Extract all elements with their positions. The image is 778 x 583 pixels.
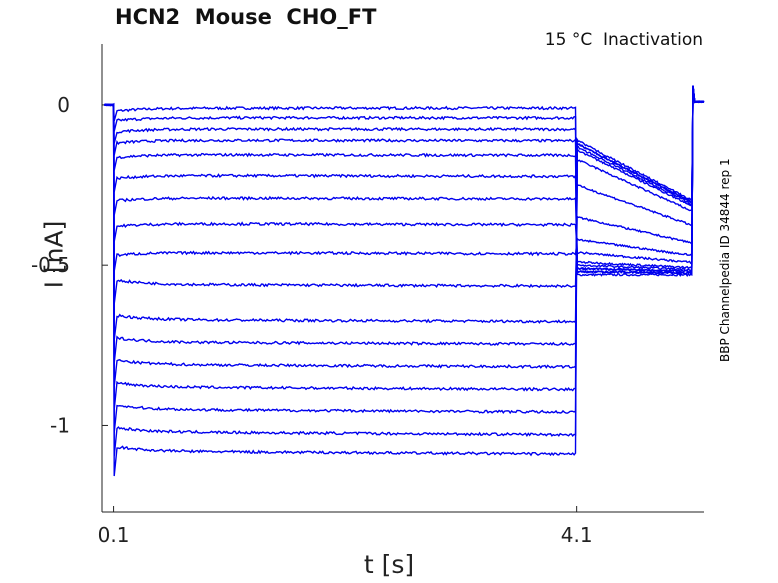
traces	[103, 85, 705, 477]
axes: 0 -0.5 -1 0.1 4.1	[31, 44, 704, 547]
current-trace-10	[104, 85, 705, 305]
x-tick-label: 4.1	[561, 523, 593, 547]
chart-subtitle: 15 °C Inactivation	[544, 30, 703, 50]
current-trace-16	[104, 85, 705, 457]
current-trace-6	[103, 85, 705, 272]
chart-title: HCN2 Mouse CHO_FT	[115, 5, 377, 29]
current-trace-8	[103, 85, 705, 265]
current-trace-12	[104, 85, 705, 364]
current-trace-9	[103, 85, 705, 272]
x-axis-label: t [s]	[363, 550, 415, 579]
current-trace-5	[104, 85, 705, 274]
y-tick-label: -1	[50, 413, 70, 437]
current-trace-13	[104, 85, 704, 387]
y-tick-label: 0	[57, 93, 70, 117]
current-trace-17	[104, 85, 705, 477]
x-tick-label: 0.1	[98, 523, 130, 547]
current-trace-14	[104, 85, 705, 410]
current-trace-3	[104, 85, 705, 275]
current-trace-1	[103, 85, 705, 277]
current-trace-11	[103, 85, 705, 341]
current-trace-7	[103, 85, 705, 271]
current-trace-15	[103, 85, 705, 433]
y-tick-label: -0.5	[31, 253, 70, 277]
current-trace-2	[104, 85, 705, 275]
